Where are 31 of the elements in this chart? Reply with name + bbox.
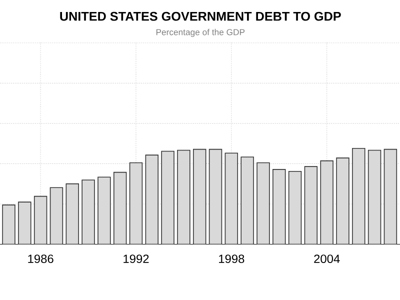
bar <box>145 154 158 244</box>
bar <box>66 183 79 244</box>
bar <box>288 170 302 244</box>
bar <box>98 176 111 244</box>
x-tick-label: 2004 <box>314 254 340 263</box>
bar <box>161 150 174 244</box>
bar <box>224 152 238 244</box>
bar <box>193 148 206 244</box>
bar <box>113 172 127 244</box>
bar <box>50 187 64 244</box>
bar <box>240 156 254 244</box>
x-tick-label: 1992 <box>124 254 149 263</box>
bar <box>18 202 32 244</box>
chart-subtitle: Percentage of the GDP <box>156 28 245 37</box>
chart-title: UNITED STATES GOVERNMENT DEBT TO GDP <box>60 12 341 21</box>
bar <box>208 148 222 244</box>
bar <box>272 168 286 244</box>
x-tick-label: 1986 <box>28 254 54 263</box>
bar <box>34 196 48 244</box>
bar <box>2 204 16 244</box>
bar <box>129 162 143 244</box>
bar <box>352 148 366 244</box>
bar <box>336 157 350 244</box>
bar <box>82 180 95 244</box>
bar <box>384 148 398 244</box>
bar <box>304 166 318 244</box>
bar <box>177 150 190 244</box>
bar <box>320 160 334 244</box>
bar <box>368 150 382 244</box>
bar <box>256 162 270 244</box>
x-tick-label: 1998 <box>219 254 244 263</box>
